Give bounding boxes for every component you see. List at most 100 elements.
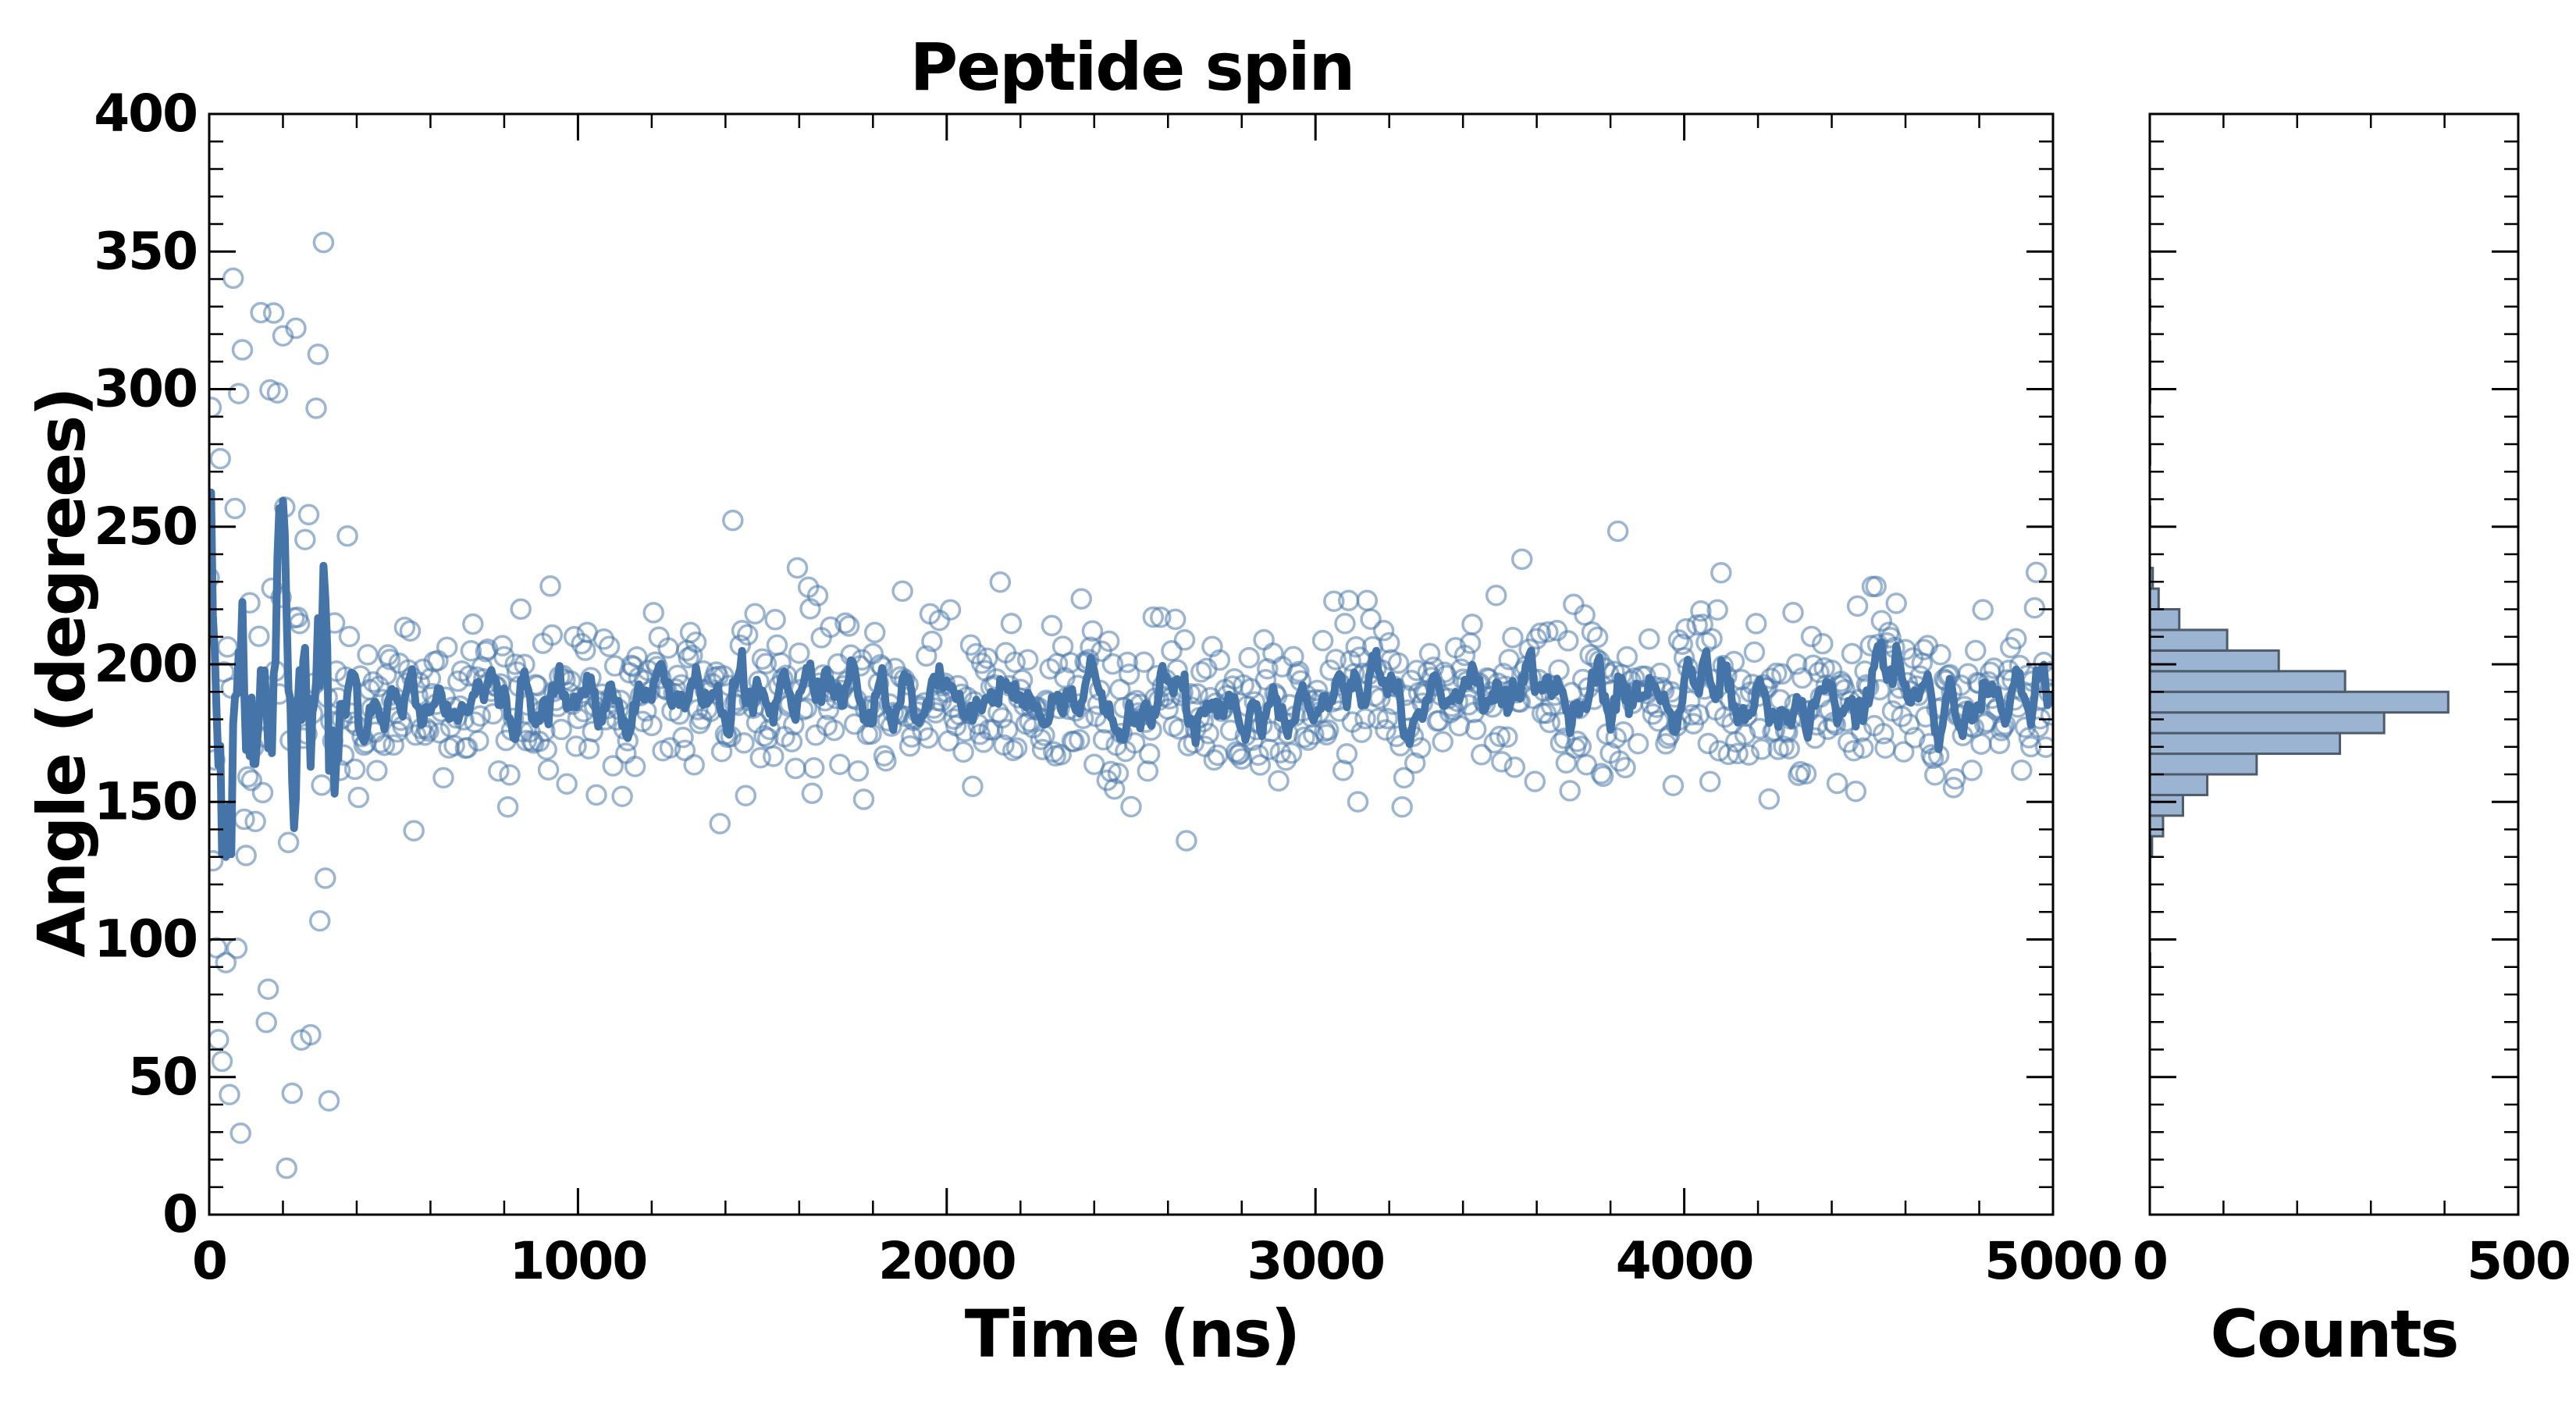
scatter-point — [1717, 743, 1740, 766]
scatter-point — [1432, 731, 1453, 753]
scatter-point — [1258, 738, 1280, 760]
scatter-point — [1378, 632, 1400, 654]
scatter-point — [1293, 726, 1315, 749]
scatter-point — [585, 784, 607, 806]
scatter-point — [2005, 628, 2027, 650]
y-tick-label: 350 — [94, 221, 197, 281]
scatter-point — [875, 749, 897, 772]
histogram-bar — [2148, 628, 2229, 652]
scatter-point — [736, 624, 759, 646]
scatter-point — [1751, 738, 1773, 760]
scatter-point — [1529, 622, 1552, 644]
scatter-point — [749, 746, 771, 769]
scatter-point — [539, 575, 561, 597]
scatter-point — [834, 612, 856, 634]
y-tick-label: 300 — [94, 359, 197, 419]
scatter-point — [1557, 630, 1579, 652]
scatter-point — [1942, 777, 1965, 799]
scatter-point — [1537, 621, 1559, 643]
scatter-point — [1749, 717, 1771, 740]
scatter-point — [215, 952, 237, 973]
y-tick-label: 200 — [94, 634, 197, 694]
scatter-point — [1288, 660, 1310, 683]
scatter-point — [847, 760, 870, 782]
scatter-point — [1616, 646, 1638, 668]
scatter-point — [563, 625, 585, 648]
scatter-point — [1496, 726, 1518, 748]
scatter-point — [685, 632, 707, 653]
scatter-point — [753, 725, 775, 747]
scatter-point — [642, 602, 664, 624]
scatter-point — [285, 317, 307, 340]
scatter-point — [1041, 614, 1063, 637]
scatter-point — [1785, 653, 1808, 675]
scatter-point — [386, 721, 408, 743]
scatter-point — [1738, 744, 1760, 766]
scatter-point — [257, 978, 279, 1000]
scatter-point — [1612, 721, 1635, 743]
scatter-point — [432, 767, 454, 789]
scatter-point — [582, 721, 604, 743]
scatter-point — [1387, 652, 1410, 674]
scatter-point — [429, 722, 451, 744]
running-average-line — [209, 488, 2053, 861]
scatter-point — [1891, 706, 1913, 728]
scatter-point — [1208, 649, 1231, 671]
scatter-point — [1453, 644, 1476, 667]
scatter-point — [1340, 649, 1361, 672]
scatter-point — [1559, 780, 1581, 802]
scatter-point — [209, 849, 224, 872]
scatter-point — [336, 525, 358, 547]
scatter-point — [1524, 770, 1546, 792]
scatter-point — [1491, 751, 1513, 773]
scatter-point — [1203, 749, 1226, 771]
scatter-point — [823, 719, 845, 742]
scatter-point — [369, 731, 392, 754]
scatter-point — [722, 509, 744, 532]
scatter-point — [709, 813, 731, 834]
scatter-point — [735, 785, 757, 806]
scatter-point — [1885, 592, 1907, 614]
scatter-point — [399, 620, 422, 642]
scatter-point — [556, 773, 578, 795]
scatter-point — [1238, 646, 1260, 669]
scatter-point — [1069, 729, 1091, 751]
scatter-point — [1179, 682, 1201, 705]
scatter-point — [1503, 756, 1526, 778]
scatter-point — [231, 339, 254, 361]
scatter-point — [1345, 635, 1367, 658]
scatter-point — [1391, 795, 1413, 818]
scatter-point — [744, 603, 766, 625]
scatter-point — [300, 1023, 322, 1046]
scatter-point — [1005, 737, 1028, 759]
x-tick-label: 5000 — [1984, 1231, 2122, 1291]
scatter-point — [598, 635, 621, 657]
scatter-point — [1892, 741, 1915, 763]
scatter-point — [1317, 719, 1340, 741]
y-tick-label: 250 — [94, 496, 197, 557]
scatter-point — [1375, 719, 1397, 741]
scatter-point — [989, 571, 1012, 593]
scatter-point — [312, 231, 335, 254]
scatter-point — [672, 726, 694, 749]
scatter-point — [624, 756, 646, 777]
scatter-point — [1376, 707, 1399, 730]
scatter-point — [863, 621, 886, 644]
histogram-bar — [2148, 814, 2165, 838]
scatter-point — [991, 706, 1013, 729]
scatter-point — [2040, 704, 2053, 726]
scatter-point — [1638, 628, 1660, 650]
scatter-point — [681, 644, 703, 667]
scatter-point — [482, 703, 504, 725]
scatter-point — [801, 782, 824, 805]
scatter-point — [1070, 588, 1092, 610]
scatter-point — [1701, 628, 1723, 649]
scatter-point — [1164, 608, 1187, 631]
scatter-point — [1354, 707, 1376, 730]
scatter-point — [1336, 742, 1358, 765]
scatter-point — [766, 634, 788, 656]
scatter-point — [240, 770, 263, 792]
scatter-point — [255, 1012, 277, 1034]
scatter-point — [469, 705, 491, 727]
scatter-point — [1323, 590, 1345, 612]
